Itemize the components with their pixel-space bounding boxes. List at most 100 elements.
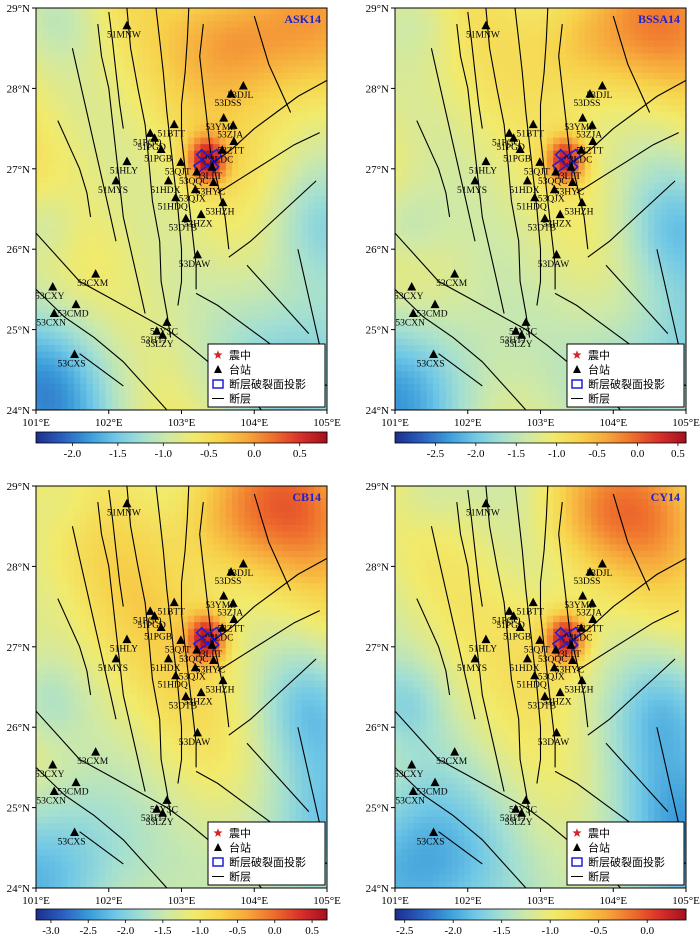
legend-label: 断层破裂面投影 bbox=[588, 377, 665, 391]
station-label: 51HDQ bbox=[158, 203, 188, 213]
lat-tick-label: 29°N bbox=[366, 3, 389, 15]
station-label: 53HYC bbox=[196, 187, 226, 197]
station-label: 51HLY bbox=[469, 167, 497, 177]
fault-line bbox=[605, 742, 669, 812]
station-label: 51HDX bbox=[150, 664, 180, 674]
station-label: 53HZX bbox=[184, 220, 213, 230]
station-marker bbox=[71, 299, 81, 309]
station-label: 53DAW bbox=[179, 260, 210, 270]
station-marker bbox=[111, 653, 121, 663]
station-label: 53ZTT bbox=[576, 146, 603, 156]
station-marker bbox=[156, 144, 166, 154]
lon-tick-label: 102°E bbox=[454, 417, 482, 429]
station-label: 53CXM bbox=[436, 757, 468, 767]
fault-line bbox=[71, 526, 117, 720]
colorbar-frame bbox=[35, 431, 328, 444]
faults bbox=[36, 486, 327, 888]
station-label: 51PGQ bbox=[492, 616, 521, 626]
station-marker bbox=[171, 192, 181, 202]
station-label: 53LLT bbox=[555, 172, 581, 182]
station-marker bbox=[238, 558, 248, 568]
station-marker bbox=[193, 249, 203, 259]
station-label: 53QJX bbox=[538, 195, 565, 205]
legend-rectangle-icon bbox=[212, 379, 224, 389]
station-label: 51PGQ bbox=[133, 138, 162, 148]
legend-label: 断层破裂面投影 bbox=[588, 855, 665, 869]
colorbar-tick-label: 0.0 bbox=[631, 448, 645, 460]
lat-tick-label: 27°N bbox=[366, 164, 389, 176]
legend-star-icon bbox=[213, 350, 223, 359]
station-marker bbox=[169, 597, 179, 607]
station-label: 53QJX bbox=[179, 673, 206, 683]
legend-rectangle-icon bbox=[212, 857, 224, 867]
station-label: 53HTJ bbox=[500, 814, 526, 824]
station-label: 51PGB bbox=[503, 633, 531, 643]
station-marker bbox=[229, 136, 239, 145]
legend-triangle-icon bbox=[214, 365, 222, 373]
station-label: 53LDC bbox=[564, 633, 593, 643]
fault-line bbox=[456, 24, 505, 314]
fault-line bbox=[217, 610, 320, 672]
station-marker bbox=[122, 156, 132, 166]
station-label: 51PGB bbox=[503, 155, 531, 165]
fault-line bbox=[126, 486, 172, 816]
station-label: 53ZJA bbox=[217, 130, 243, 140]
station-label: 53HZH bbox=[205, 686, 234, 696]
fault-line bbox=[456, 502, 505, 792]
station-marker bbox=[481, 634, 491, 644]
fault-line bbox=[36, 289, 168, 410]
station-marker bbox=[429, 827, 439, 837]
station-label: 53CXN bbox=[395, 319, 425, 329]
fault-line bbox=[558, 24, 589, 250]
fault-line bbox=[71, 48, 117, 242]
station-label: 53HZX bbox=[184, 698, 213, 708]
station-marker bbox=[517, 330, 527, 339]
station-marker bbox=[578, 113, 588, 122]
station-label: 53ZTT bbox=[217, 624, 244, 634]
legend-label: 断层 bbox=[229, 392, 251, 406]
station-label: 53QJT bbox=[524, 645, 550, 655]
station-marker bbox=[217, 623, 227, 632]
colorbar-tick-label: -1.0 bbox=[548, 448, 566, 460]
station-marker bbox=[219, 113, 229, 122]
station-marker bbox=[522, 653, 532, 663]
station-label: 53LLT bbox=[555, 650, 581, 660]
colorbar-tick-label: -0.5 bbox=[590, 925, 608, 937]
station-label: 53DTB bbox=[169, 224, 198, 234]
station-label: 53HYC bbox=[196, 665, 226, 675]
panel-title: ASK14 bbox=[284, 12, 321, 26]
colorbar-frame bbox=[35, 908, 328, 921]
station-marker bbox=[152, 326, 162, 335]
colorbar-tick-label: -2.5 bbox=[427, 448, 445, 460]
station-label: 53DSS bbox=[215, 577, 242, 587]
station-label: 51PGD bbox=[137, 143, 166, 153]
station-marker bbox=[552, 727, 562, 737]
colorbar: -2.5 -2.0 -1.5 -1.0 -0.5 0.0 bbox=[394, 908, 687, 937]
station-marker bbox=[181, 213, 191, 223]
station-label: 53LZY bbox=[505, 340, 533, 350]
station-marker bbox=[568, 177, 578, 186]
lat-tick-label: 24°N bbox=[366, 405, 389, 417]
lat-tick-label: 25°N bbox=[7, 325, 30, 337]
fault-line bbox=[485, 8, 531, 338]
fault-line bbox=[430, 526, 476, 720]
station-marker bbox=[48, 281, 58, 291]
station-label: 53ZTT bbox=[576, 624, 603, 634]
lon-tick-label: 103°E bbox=[168, 895, 196, 907]
station-marker bbox=[578, 591, 588, 600]
station-marker bbox=[176, 635, 186, 644]
station-label: 53YSC bbox=[509, 805, 537, 815]
station-label: 51HDQ bbox=[158, 681, 188, 691]
station-label: 53CXS bbox=[58, 360, 86, 370]
station-label: 51HDX bbox=[509, 664, 539, 674]
station-label: 53HTJ bbox=[141, 336, 167, 346]
fault-line bbox=[514, 8, 542, 306]
station-label: 53CXN bbox=[36, 319, 66, 329]
station-marker bbox=[555, 209, 565, 219]
station-marker bbox=[588, 614, 598, 623]
station-marker bbox=[228, 120, 238, 129]
lat-tick-label: 25°N bbox=[366, 803, 389, 815]
